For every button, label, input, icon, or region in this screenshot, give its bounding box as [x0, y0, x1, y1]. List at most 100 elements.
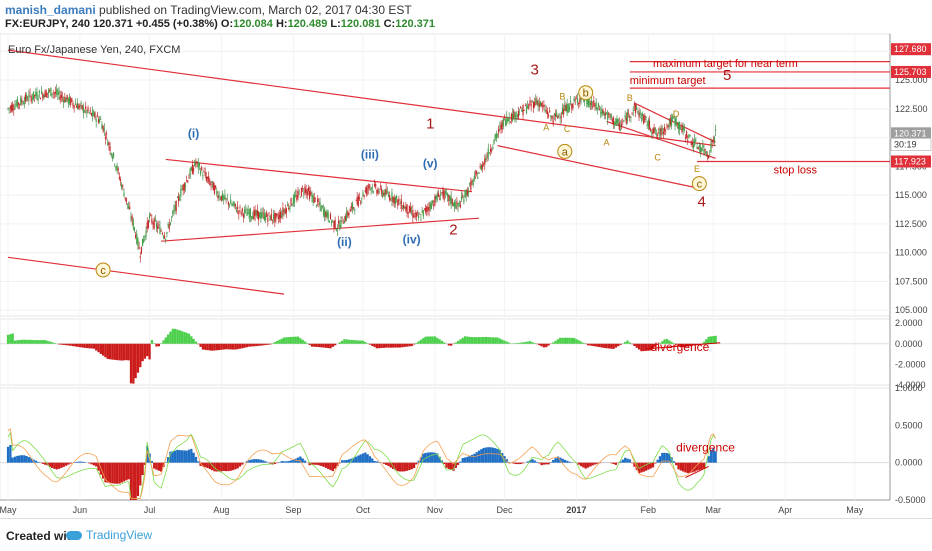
- macd-bar: [132, 344, 134, 384]
- wave-label-red: 2: [449, 221, 457, 238]
- osc-bar: [70, 463, 72, 464]
- wave-label-small: B: [627, 93, 633, 103]
- osc-bar: [552, 460, 554, 463]
- osc-bar: [480, 449, 482, 462]
- osc-bar: [158, 463, 160, 471]
- macd-bar: [580, 342, 582, 344]
- osc-bar: [88, 463, 90, 464]
- macd-bar: [329, 344, 331, 349]
- macd-bar: [16, 340, 18, 344]
- osc-bar: [612, 463, 614, 464]
- osc-bar: [631, 463, 633, 464]
- macd-bar: [153, 343, 155, 344]
- macd-bar: [408, 344, 410, 347]
- osc-bar: [513, 463, 515, 464]
- macd-bar: [130, 344, 132, 384]
- macd-bar: [28, 340, 30, 344]
- macd-bar: [116, 344, 118, 360]
- macd-bar: [647, 344, 649, 351]
- macd-bar: [373, 344, 375, 347]
- macd-bar: [276, 341, 278, 344]
- wave-label-small: E: [694, 164, 700, 174]
- candle: [301, 187, 302, 197]
- macd-bar: [429, 336, 431, 343]
- osc-bar: [56, 463, 58, 470]
- price-tag: 120.371: [891, 127, 931, 139]
- macd-bar: [624, 342, 626, 344]
- macd-bar: [578, 340, 580, 343]
- macd-bar: [144, 344, 146, 359]
- macd-bar: [39, 340, 41, 344]
- macd-bar: [290, 337, 292, 344]
- osc-bar: [237, 463, 239, 469]
- candle: [409, 205, 410, 212]
- macd-bar: [309, 344, 311, 345]
- macd-bar: [297, 337, 299, 344]
- macd-bar: [469, 337, 471, 344]
- macd-bar: [538, 344, 540, 345]
- osc-bar: [63, 463, 65, 467]
- macd-bar: [97, 344, 99, 352]
- macd-bar: [174, 329, 176, 344]
- candle: [142, 239, 143, 247]
- osc-bar: [531, 459, 533, 463]
- macd-bar: [571, 338, 573, 344]
- osc-bar: [322, 463, 324, 467]
- osc-bar: [74, 462, 76, 463]
- macd-bar: [167, 335, 169, 344]
- macd-bar: [568, 338, 570, 344]
- macd-bar: [427, 337, 429, 344]
- osc-bar: [281, 461, 283, 463]
- tradingview-logo[interactable]: TradingView: [66, 528, 152, 542]
- osc-bar: [132, 463, 134, 500]
- macd-bar: [566, 338, 568, 344]
- macd-bar: [596, 344, 598, 347]
- macd-bar: [473, 337, 475, 344]
- macd-bar: [494, 337, 496, 343]
- osc-bar: [313, 463, 315, 465]
- osc-bar: [346, 460, 348, 463]
- macd-bar: [311, 344, 313, 347]
- osc-bar: [383, 463, 385, 464]
- macd-bar: [193, 339, 195, 344]
- macd-bar: [188, 334, 190, 344]
- osc-bar: [626, 459, 628, 463]
- osc-bar: [568, 462, 570, 463]
- macd-bar: [638, 344, 640, 350]
- osc-bar: [230, 463, 232, 471]
- osc-bar: [610, 463, 612, 464]
- wave-label-small: A: [604, 138, 610, 148]
- svg-text:a: a: [562, 146, 569, 158]
- macd-bar: [253, 344, 255, 347]
- osc-bar: [341, 460, 343, 462]
- x-tick-label: Dec: [496, 505, 513, 515]
- osc-bar: [188, 450, 190, 463]
- macd-bar: [211, 344, 213, 351]
- macd-bar: [531, 342, 533, 344]
- osc-bar: [624, 458, 626, 463]
- macd-bar: [629, 342, 631, 343]
- macd-bar: [322, 344, 324, 348]
- macd-bar: [58, 344, 60, 345]
- macd-bar: [9, 334, 11, 344]
- macd-bar: [141, 344, 143, 361]
- macd-bar: [592, 344, 594, 346]
- wave-label-circled: c: [692, 177, 706, 191]
- svg-text:125.703: 125.703: [894, 67, 927, 77]
- macd-bar: [107, 344, 109, 359]
- osc-bar: [517, 463, 519, 464]
- macd-bar: [12, 333, 14, 343]
- osc-bar: [652, 463, 654, 468]
- x-tick-label: May: [846, 505, 864, 515]
- macd-bar: [503, 341, 505, 344]
- osc-bar: [204, 463, 206, 468]
- macd-bar: [165, 337, 167, 343]
- osc-bar: [487, 447, 489, 462]
- osc-bar: [362, 453, 364, 462]
- macd-bar: [239, 344, 241, 349]
- osc-bar: [448, 463, 450, 469]
- candle: [568, 103, 569, 113]
- macd-bar: [712, 336, 714, 344]
- macd-bar: [100, 344, 102, 354]
